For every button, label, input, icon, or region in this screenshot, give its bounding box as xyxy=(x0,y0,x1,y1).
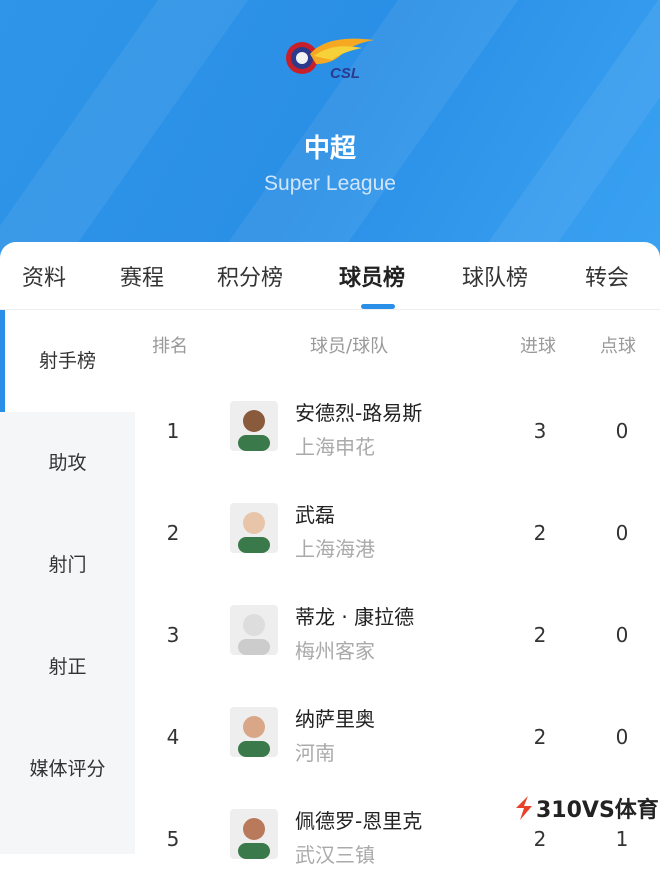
player-avatar xyxy=(230,401,278,451)
tab-transfers[interactable]: 转会 xyxy=(585,266,630,291)
tab-info[interactable]: 资料 xyxy=(22,266,67,291)
active-tab-indicator xyxy=(361,304,395,309)
penalties: 0 xyxy=(615,521,629,545)
sidebar-item-assists[interactable]: 助攻 xyxy=(48,452,87,474)
sidebar-item-top-scorers[interactable]: 射手榜 xyxy=(0,310,135,412)
goals: 2 xyxy=(533,521,547,545)
penalties: 0 xyxy=(615,419,629,443)
player-avatar xyxy=(230,503,278,553)
rank: 4 xyxy=(166,725,180,749)
player-avatar xyxy=(230,809,278,859)
player-name[interactable]: 安德烈-路易斯 xyxy=(295,401,423,425)
team-name: 上海申花 xyxy=(295,435,375,459)
column-rank: 排名 xyxy=(152,336,188,357)
goals: 2 xyxy=(533,623,547,647)
tab-team-rankings[interactable]: 球队榜 xyxy=(462,266,529,291)
league-title: 中超 xyxy=(303,134,356,164)
table-row[interactable]: 3 蒂龙 · 康拉德 梅州客家 2 0 xyxy=(135,583,660,685)
column-penalties: 点球 xyxy=(600,336,636,357)
content-panel: 资料 赛程 积分榜 球员榜 球队榜 转会 射手榜 助攻 射门 射正 媒体评分 排… xyxy=(0,242,660,867)
rank: 2 xyxy=(166,521,180,545)
goals: 2 xyxy=(533,725,547,749)
sidebar: 射手榜 助攻 射门 射正 媒体评分 xyxy=(0,310,135,854)
player-avatar xyxy=(230,605,278,655)
tab-standings[interactable]: 积分榜 xyxy=(217,266,284,291)
csl-logo: CSL xyxy=(286,38,374,82)
watermark-logo-icon xyxy=(516,796,532,820)
tab-schedule[interactable]: 赛程 xyxy=(120,266,165,291)
logo-text: CSL xyxy=(330,65,360,82)
penalties: 1 xyxy=(615,827,629,851)
goals: 3 xyxy=(533,419,547,443)
tab-player-rankings[interactable]: 球员榜 xyxy=(339,266,406,291)
league-subtitle: Super League xyxy=(264,172,396,195)
team-name: 梅州客家 xyxy=(295,639,375,663)
watermark: 310VS体育 xyxy=(514,794,659,823)
table-row[interactable]: 2 武磊 上海海港 2 0 xyxy=(135,481,660,583)
player-name[interactable]: 纳萨里奥 xyxy=(295,707,375,731)
tab-bar: 资料 赛程 积分榜 球员榜 球队榜 转会 xyxy=(0,242,660,310)
column-player: 球员/球队 xyxy=(310,336,389,357)
table-row[interactable]: 4 纳萨里奥 河南 2 0 xyxy=(135,685,660,787)
player-name[interactable]: 佩德罗-恩里克 xyxy=(295,809,423,833)
rank: 3 xyxy=(166,623,180,647)
watermark-text: 310VS体育 xyxy=(536,798,659,823)
player-avatar xyxy=(230,707,278,757)
penalties: 0 xyxy=(615,623,629,647)
team-name: 河南 xyxy=(295,741,335,765)
rank: 5 xyxy=(166,827,180,851)
league-header: CSL 中超 Super League xyxy=(0,0,660,270)
goals: 2 xyxy=(533,827,547,851)
sidebar-item-shots[interactable]: 射门 xyxy=(48,554,87,576)
table-row[interactable]: 1 安德烈-路易斯 上海申花 3 0 xyxy=(135,379,660,481)
sidebar-item-media-rating[interactable]: 媒体评分 xyxy=(29,758,106,780)
player-name[interactable]: 蒂龙 · 康拉德 xyxy=(295,605,415,629)
player-name[interactable]: 武磊 xyxy=(295,503,335,527)
team-name: 上海海港 xyxy=(295,537,375,561)
rank: 1 xyxy=(166,419,180,443)
column-goals: 进球 xyxy=(520,336,556,357)
sidebar-item-shots-on-target[interactable]: 射正 xyxy=(48,656,87,678)
penalties: 0 xyxy=(615,725,629,749)
